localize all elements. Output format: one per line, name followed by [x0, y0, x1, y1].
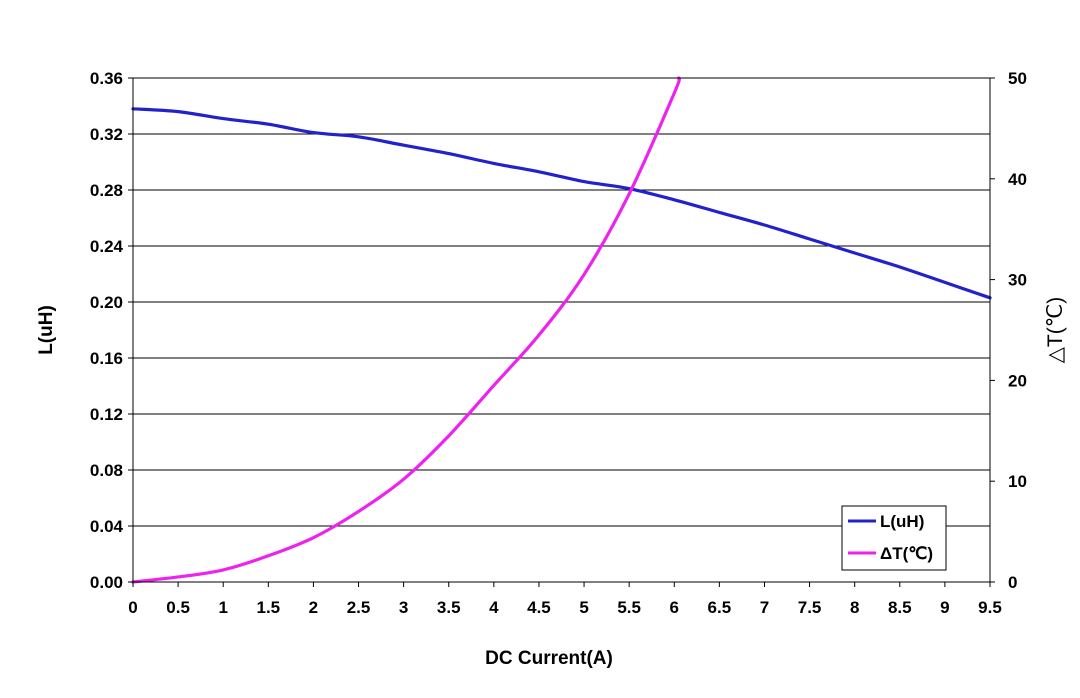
- y-tick-label: 0.20: [90, 293, 123, 312]
- x-tick-label: 2.5: [347, 598, 371, 617]
- series-line-1: [131, 76, 681, 584]
- x-tick-label: 5: [579, 598, 588, 617]
- series-line-0: [131, 107, 992, 300]
- series-layer: [131, 76, 992, 584]
- y-tick-label: 0.24: [90, 237, 124, 256]
- y-tick-label: 0.08: [90, 461, 123, 480]
- x-tick-label: 7: [760, 598, 769, 617]
- x-axis-title: DC Current(A): [485, 648, 613, 669]
- y-tick-label: 0.00: [90, 573, 123, 592]
- y2-tick-label: 0: [1008, 573, 1017, 592]
- legend-box: [841, 505, 947, 571]
- x-tick-label: 3: [399, 598, 408, 617]
- y2-tick-label: 30: [1008, 271, 1027, 290]
- x-tick-label: 8.5: [888, 598, 912, 617]
- x-tick-label: 2: [309, 598, 318, 617]
- x-tick-label: 0: [128, 598, 137, 617]
- y-tick-label: 0.12: [90, 405, 123, 424]
- plot-area-frame: [132, 77, 991, 583]
- x-tick-label: 4: [489, 598, 499, 617]
- legend-label-l: L(uH): [880, 512, 924, 531]
- y2-tick-label: 50: [1008, 69, 1027, 88]
- y-tick-label: 0.28: [90, 181, 123, 200]
- x-tick-label: 3.5: [437, 598, 461, 617]
- x-tick-label: 1: [218, 598, 227, 617]
- x-tick-label: 9: [940, 598, 949, 617]
- legend-label-dt: ΔT(℃): [880, 544, 933, 563]
- y-axis-ticks: 0.00 0.04 0.08 0.12 0.16 0.20 0.24 0.28 0.32 0.36: [90, 69, 133, 592]
- x-axis-ticks: 0 0.5 1 1.5 2 2.5 3 3.5 4 4.5 5 5.5 6 6.5 7 7.5 8 8.5 9 9.5: [128, 582, 1002, 617]
- legend: L(uH) ΔT(℃): [841, 505, 947, 571]
- x-tick-label: 1.5: [256, 598, 280, 617]
- x-tick-label: 8: [850, 598, 859, 617]
- y2-tick-label: 10: [1008, 472, 1027, 491]
- y-tick-label: 0.32: [90, 125, 123, 144]
- y-tick-label: 0.16: [90, 349, 123, 368]
- x-tick-label: 5.5: [617, 598, 641, 617]
- y2-axis-title: △T(℃): [1044, 297, 1067, 364]
- y2-tick-label: 20: [1008, 371, 1027, 390]
- x-tick-label: 0.5: [166, 598, 190, 617]
- x-tick-label: 7.5: [798, 598, 822, 617]
- x-tick-label: 6: [670, 598, 679, 617]
- y2-axis-ticks: 0 10 20 30 40 50: [990, 69, 1027, 592]
- y-axis-title: L(uH): [36, 305, 57, 355]
- y-tick-label: 0.04: [90, 517, 124, 536]
- y-tick-label: 0.36: [90, 69, 123, 88]
- x-tick-label: 9.5: [978, 598, 1002, 617]
- x-tick-label: 4.5: [527, 598, 551, 617]
- x-tick-label: 6.5: [708, 598, 732, 617]
- y2-tick-label: 40: [1008, 170, 1027, 189]
